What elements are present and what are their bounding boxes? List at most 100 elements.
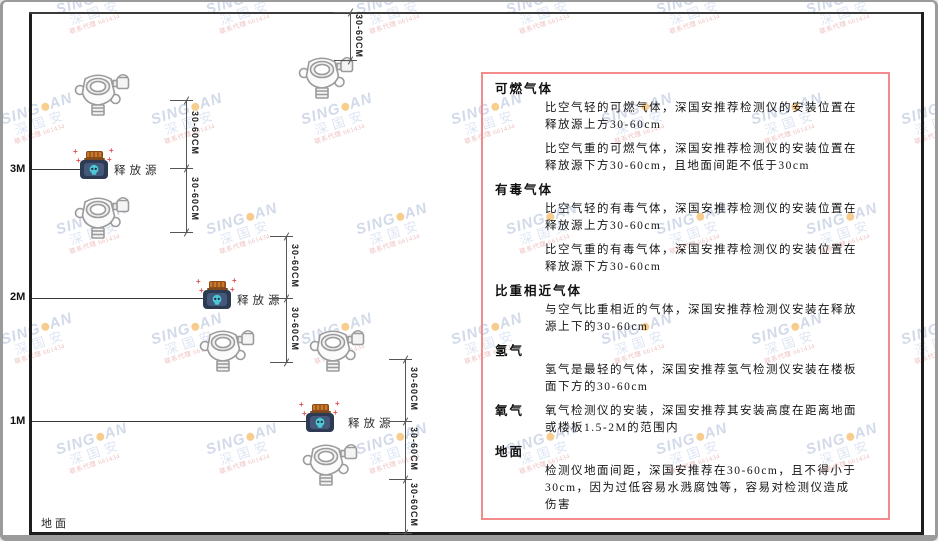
bottle-brim <box>206 288 228 290</box>
dimension-label: 30-60CM <box>290 307 300 352</box>
watermark-dot-icon <box>394 431 406 442</box>
dimension-tick <box>270 362 293 363</box>
dimension-label: 30-60CM <box>409 427 419 472</box>
watermark-subtext: 联系代理 661434 <box>368 232 421 256</box>
watermark-cn-text: 深国安 <box>912 106 938 138</box>
watermark-cn-text: 深国安 <box>217 216 274 248</box>
sparkle-icon: + <box>230 285 235 294</box>
sparkle-icon: + <box>299 400 304 409</box>
wall-left <box>29 12 32 535</box>
skull-icon <box>315 417 325 428</box>
sparkle-icon: + <box>333 408 338 417</box>
watermark-cn-text: 深国安 <box>217 436 274 468</box>
watermark-cn-text: 深国安 <box>912 326 938 358</box>
panel-paragraph: 比空气重的可燃气体，深国安推荐检测仪的安装位置在释放源下方30-60cm，且地面… <box>545 143 857 172</box>
bottle-cap-icon <box>311 404 329 411</box>
ground-line <box>29 532 924 535</box>
dimension-tick <box>389 533 412 534</box>
bottle-brim <box>309 411 331 413</box>
gas-detector-icon <box>199 329 255 372</box>
gas-detector-icon <box>74 73 130 116</box>
panel-section: 地面检测仪地面间距，深国安推荐在30-60cm，且不得小于30cm，因为过低容易… <box>495 444 870 514</box>
bottle-label-panel <box>84 163 104 176</box>
dimension-tick <box>270 298 293 299</box>
gas-detector-icon <box>302 443 358 486</box>
release-source-label: 释放源 <box>114 165 161 177</box>
dimension-tick <box>170 100 193 101</box>
watermark-subtext: 联系代理 661434 <box>913 123 938 146</box>
panel-section-heading: 地面 <box>495 445 525 459</box>
watermark-cn-text: 深国安 <box>67 436 124 468</box>
panel-section-heading: 比重相近气体 <box>495 284 583 298</box>
watermark-cn-text: 深国安 <box>367 216 424 248</box>
gas-detector-icon <box>74 196 130 239</box>
bottle-cap-icon <box>85 151 103 158</box>
height-line-2m <box>32 298 204 299</box>
panel-paragraph: 氧气检测仪的安装，深国安推荐其安装高度在距离地面或楼板1.5-2M的范围内 <box>545 405 857 434</box>
panel-section: 比重相近气体 与空气比重相近的气体，深国安推荐检测仪安装在释放源上下的30-60c… <box>495 283 870 336</box>
watermark-dot-icon <box>545 0 555 2</box>
bottle-brim <box>83 158 105 160</box>
panel-paragraph: 比空气轻的可燃气体，深国安推荐检测仪的安装位置在释放源上方30-60cm <box>545 102 857 131</box>
sparkle-icon: + <box>199 286 204 295</box>
watermark-dot-icon <box>39 101 51 112</box>
dimension-label: 30-60CM <box>190 111 200 156</box>
dimension-line <box>405 359 406 533</box>
panel-section: 有毒气体 比空气轻的有毒气体，深国安推荐检测仪的安装位置在释放源上方30-60cm… <box>495 182 870 276</box>
wall-right <box>921 12 924 535</box>
skull-icon <box>212 294 222 305</box>
bottle-cap-icon <box>208 281 226 288</box>
panel-paragraph: 检测仪地面间距，深国安推荐在30-60cm，且不得小于30cm，因为过低容易水溅… <box>545 465 857 511</box>
watermark-dot-icon <box>695 0 705 2</box>
watermark-dot-icon <box>244 211 256 222</box>
watermark-subtext: 联系代理 661434 <box>218 232 271 256</box>
panel-section: 氢气 氢气是最轻的气体，深国安推荐氢气检测仪安装在楼板面下方的30-60cm <box>495 343 870 396</box>
bottle-body <box>80 160 108 179</box>
panel-section-heading: 有毒气体 <box>495 183 554 197</box>
info-panel: 可燃气体 比空气轻的可燃气体，深国安推荐检测仪的安装位置在释放源上方30-60cm… <box>481 72 890 520</box>
watermark-dot-icon <box>394 211 406 222</box>
sparkle-icon: + <box>107 155 112 164</box>
skull-icon <box>89 164 99 175</box>
watermark-subtext: 联系代理 661434 <box>368 452 421 476</box>
watermark-cn-text: 深国安 <box>312 106 369 138</box>
bottle-body <box>306 413 334 432</box>
watermark-dot-icon <box>94 431 106 442</box>
dimension-tick <box>334 12 357 13</box>
dimension-tick <box>170 232 193 233</box>
watermark-subtext: 联系代理 661434 <box>68 452 121 476</box>
watermark-cn-text: 深国安 <box>12 326 69 358</box>
bottle-label-panel <box>207 293 227 306</box>
watermark-cn-text: 深国安 <box>367 436 424 468</box>
watermark-dot-icon <box>245 0 255 2</box>
panel-section-heading: 氢气 <box>495 344 525 358</box>
sparkle-icon: + <box>335 399 340 408</box>
dimension-line <box>350 12 351 60</box>
sparkle-icon: + <box>196 277 201 286</box>
dimension-label: 30-60CM <box>409 483 419 528</box>
gas-detector-icon <box>309 329 365 372</box>
release-source-3m: + + + + <box>73 147 114 179</box>
dimension-tick <box>334 60 357 61</box>
dimension-label: 30-60CM <box>290 244 300 289</box>
dimension-label: 30-60CM <box>409 367 419 412</box>
watermark-dot-icon <box>39 321 51 332</box>
dimension-tick <box>389 421 412 422</box>
bottle-label-panel <box>310 416 330 429</box>
panel-section: 氧气 氧气检测仪的安装，深国安推荐其安装高度在距离地面或楼板1.5-2M的范围内 <box>495 403 870 437</box>
